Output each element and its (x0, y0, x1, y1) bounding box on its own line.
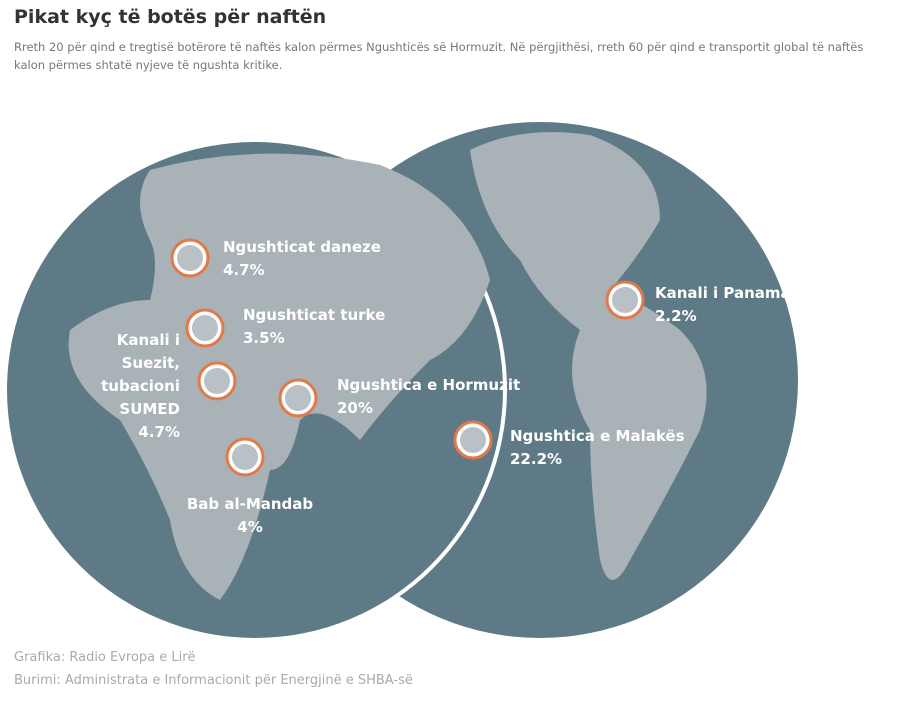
point-label: tubacioni (101, 377, 180, 395)
credit: Grafika: Radio Evropa e Lirë (14, 650, 196, 665)
marker-inset (285, 385, 311, 411)
title: Pikat kyç të botës për naftën (14, 6, 327, 28)
point-label: Bab al-Mandab (187, 495, 314, 513)
points: Ngushticat daneze 4.7% Ngushticat turke 3.5… (101, 238, 810, 536)
land-americas (470, 132, 707, 580)
point-value: 3.5% (243, 329, 285, 347)
subtitle: Rreth 20 për qind e tregtisë botërore të… (14, 40, 864, 54)
point-value: 22.2% (510, 450, 562, 468)
point-value: 4.7% (223, 261, 265, 279)
point-label: Ngushtica e Hormuzit (337, 376, 520, 394)
point-label: Suezit, (122, 354, 180, 372)
point-label: Ngushticat daneze (223, 238, 381, 256)
marker-inset (232, 444, 258, 470)
point-value: 4% (237, 518, 262, 536)
marker-inset (460, 427, 486, 453)
subtitle: kalon përmes shtatë nyjeve të ngushta kr… (14, 58, 283, 72)
point-label: Kanali i (117, 331, 180, 349)
point-label: Ngushtica e Malakës (510, 427, 685, 445)
point-value: 20% (337, 399, 373, 417)
point-value: 4.7% (138, 423, 180, 441)
marker-inset (192, 315, 218, 341)
point-label: Ngushticat turke (243, 306, 385, 324)
marker-inset (612, 287, 638, 313)
point-label: SUMED (119, 400, 180, 418)
marker-inset (204, 368, 230, 394)
source: Burimi: Administrata e Informacionit për… (14, 673, 413, 688)
marker-inset (177, 245, 203, 271)
point-value: 2.2% (655, 307, 697, 325)
point-label: Kanali i Panamasë (655, 284, 810, 302)
